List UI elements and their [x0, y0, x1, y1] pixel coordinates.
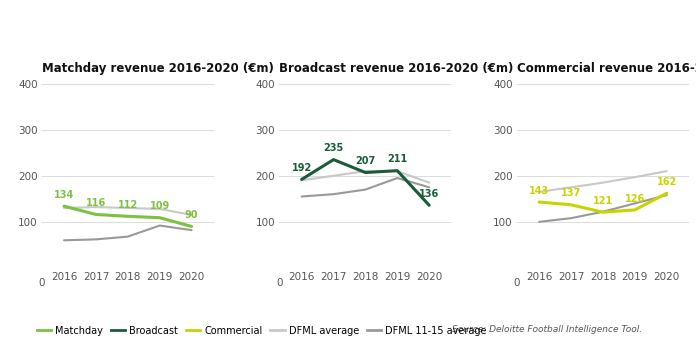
Text: 211: 211 — [387, 154, 407, 164]
Text: 134: 134 — [54, 190, 74, 200]
Text: Source: Deloitte Football Intelligence Tool.: Source: Deloitte Football Intelligence T… — [452, 325, 642, 334]
Text: 0: 0 — [38, 278, 45, 288]
Text: Commercial revenue 2016-2020 (€m): Commercial revenue 2016-2020 (€m) — [517, 62, 696, 76]
Text: 235: 235 — [324, 143, 344, 153]
Text: 162: 162 — [656, 177, 677, 187]
Text: 112: 112 — [118, 200, 138, 210]
Text: 90: 90 — [185, 210, 198, 220]
Text: 126: 126 — [625, 193, 645, 204]
Text: Broadcast revenue 2016-2020 (€m): Broadcast revenue 2016-2020 (€m) — [279, 62, 514, 76]
Text: 116: 116 — [86, 198, 106, 208]
Text: 192: 192 — [292, 163, 312, 173]
Legend: Matchday, Broadcast, Commercial, DFML average, DFML 11-15 average: Matchday, Broadcast, Commercial, DFML av… — [33, 322, 491, 340]
Text: 121: 121 — [593, 196, 613, 206]
Text: 143: 143 — [529, 186, 549, 196]
Text: 109: 109 — [150, 201, 170, 211]
Text: 136: 136 — [419, 189, 439, 199]
Text: 0: 0 — [276, 278, 283, 288]
Text: Matchday revenue 2016-2020 (€m): Matchday revenue 2016-2020 (€m) — [42, 62, 274, 76]
Text: 207: 207 — [355, 156, 376, 166]
Text: 0: 0 — [514, 278, 520, 288]
Text: 137: 137 — [561, 189, 581, 198]
